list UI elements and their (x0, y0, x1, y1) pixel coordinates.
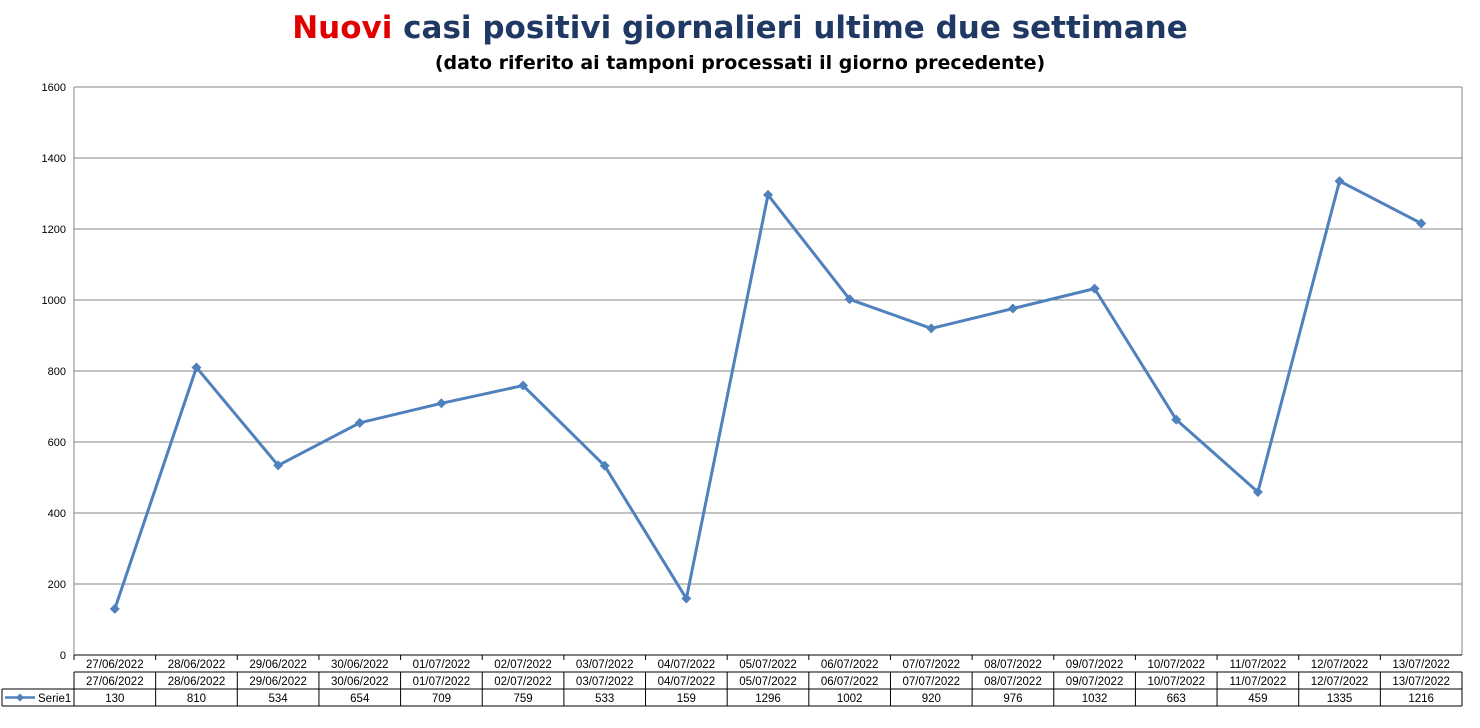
data-point (1252, 487, 1263, 498)
legend-label: Serie1 (38, 693, 71, 705)
data-label: 459 (1248, 693, 1267, 705)
table-category-label: 13/07/2022 (1392, 676, 1450, 688)
x-tick-label: 13/07/2022 (1392, 659, 1450, 671)
table-category-label: 11/07/2022 (1230, 676, 1287, 688)
series-line (113, 179, 1422, 610)
legend-marker (16, 693, 24, 702)
data-label: 1032 (1082, 693, 1108, 705)
data-point (191, 362, 202, 373)
y-tick-label: 800 (48, 366, 66, 378)
y-tick-label: 1600 (42, 82, 66, 94)
table-category-label: 30/06/2022 (331, 676, 389, 688)
x-tick-label: 04/07/2022 (658, 659, 716, 671)
x-tick-label: 30/06/2022 (331, 659, 389, 671)
x-tick-label: 11/07/2022 (1230, 659, 1287, 671)
y-tick-label: 400 (48, 508, 66, 520)
data-label: 810 (187, 693, 206, 705)
data-point (1334, 176, 1345, 187)
data-point (926, 323, 937, 334)
data-label: 920 (922, 693, 941, 705)
data-point (354, 417, 365, 428)
table-category-label: 09/07/2022 (1066, 676, 1124, 688)
data-label: 1216 (1408, 693, 1434, 705)
x-tick-label: 09/07/2022 (1066, 659, 1124, 671)
table-category-label: 08/07/2022 (984, 676, 1042, 688)
table-category-label: 01/07/2022 (413, 676, 471, 688)
data-label: 976 (1003, 693, 1022, 705)
y-tick-label: 1000 (42, 295, 66, 307)
x-tick-label: 03/07/2022 (576, 659, 634, 671)
data-point (763, 189, 773, 200)
data-point (681, 593, 692, 604)
table-category-label: 28/06/2022 (168, 676, 226, 688)
y-tick-label: 1400 (42, 153, 66, 165)
x-tick-label: 08/07/2022 (984, 659, 1042, 671)
data-label: 709 (432, 693, 451, 705)
data-label: 534 (269, 693, 289, 705)
data-label: 159 (677, 693, 696, 705)
data-point (1089, 283, 1100, 294)
y-tick-label: 600 (48, 437, 66, 449)
y-tick-label: 1200 (42, 224, 66, 236)
table-category-label: 03/07/2022 (576, 676, 634, 688)
data-label: 1335 (1327, 693, 1353, 705)
data-label: 759 (513, 693, 532, 705)
y-tick-label: 200 (48, 579, 66, 591)
data-point (1007, 303, 1018, 314)
table-category-label: 07/07/2022 (903, 676, 961, 688)
table-category-label: 10/07/2022 (1147, 676, 1205, 688)
data-label: 1002 (837, 693, 863, 705)
chart-title-rest: casi positivi giornalieri ultime due set… (392, 10, 1188, 46)
data-point (436, 398, 447, 409)
data-label: 1296 (755, 693, 781, 705)
x-tick-label: 07/07/2022 (903, 659, 961, 671)
table-category-label: 27/06/2022 (86, 676, 144, 688)
y-tick-label: 0 (60, 650, 66, 662)
table-category-label: 02/07/2022 (494, 676, 552, 688)
x-tick-label: 28/06/2022 (168, 659, 226, 671)
table-category-label: 12/07/2022 (1311, 676, 1369, 688)
x-tick-label: 05/07/2022 (739, 659, 797, 671)
chart-subtitle: (dato riferito ai tamponi processati il … (434, 52, 1046, 74)
data-point (844, 294, 855, 305)
chart-title-accent: Nuovi (292, 10, 393, 46)
table-category-label: 05/07/2022 (739, 676, 797, 688)
table-category-label: 06/07/2022 (821, 676, 879, 688)
x-tick-label: 27/06/2022 (86, 659, 144, 671)
x-tick-label: 02/07/2022 (494, 659, 552, 671)
x-tick-label: 06/07/2022 (821, 659, 879, 671)
table-category-label: 29/06/2022 (249, 676, 307, 688)
chart-title: Nuovi casi positivi giornalieri ultime d… (0, 6, 1480, 50)
x-tick-label: 10/07/2022 (1147, 659, 1205, 671)
data-label: 533 (595, 693, 614, 705)
x-tick-label: 01/07/2022 (413, 659, 471, 671)
data-point (518, 380, 529, 391)
table-category-label: 04/07/2022 (658, 676, 716, 688)
x-tick-label: 12/07/2022 (1311, 659, 1369, 671)
data-point (1416, 218, 1427, 229)
chart-title-block: Nuovi casi positivi giornalieri ultime d… (0, 6, 1480, 76)
x-tick-label: 29/06/2022 (249, 659, 307, 671)
data-point (1171, 414, 1182, 425)
data-point (273, 460, 284, 471)
data-label: 654 (350, 693, 370, 705)
data-label: 663 (1167, 693, 1186, 705)
data-label: 130 (105, 693, 124, 705)
data-point (109, 603, 120, 614)
data-point (599, 460, 610, 471)
